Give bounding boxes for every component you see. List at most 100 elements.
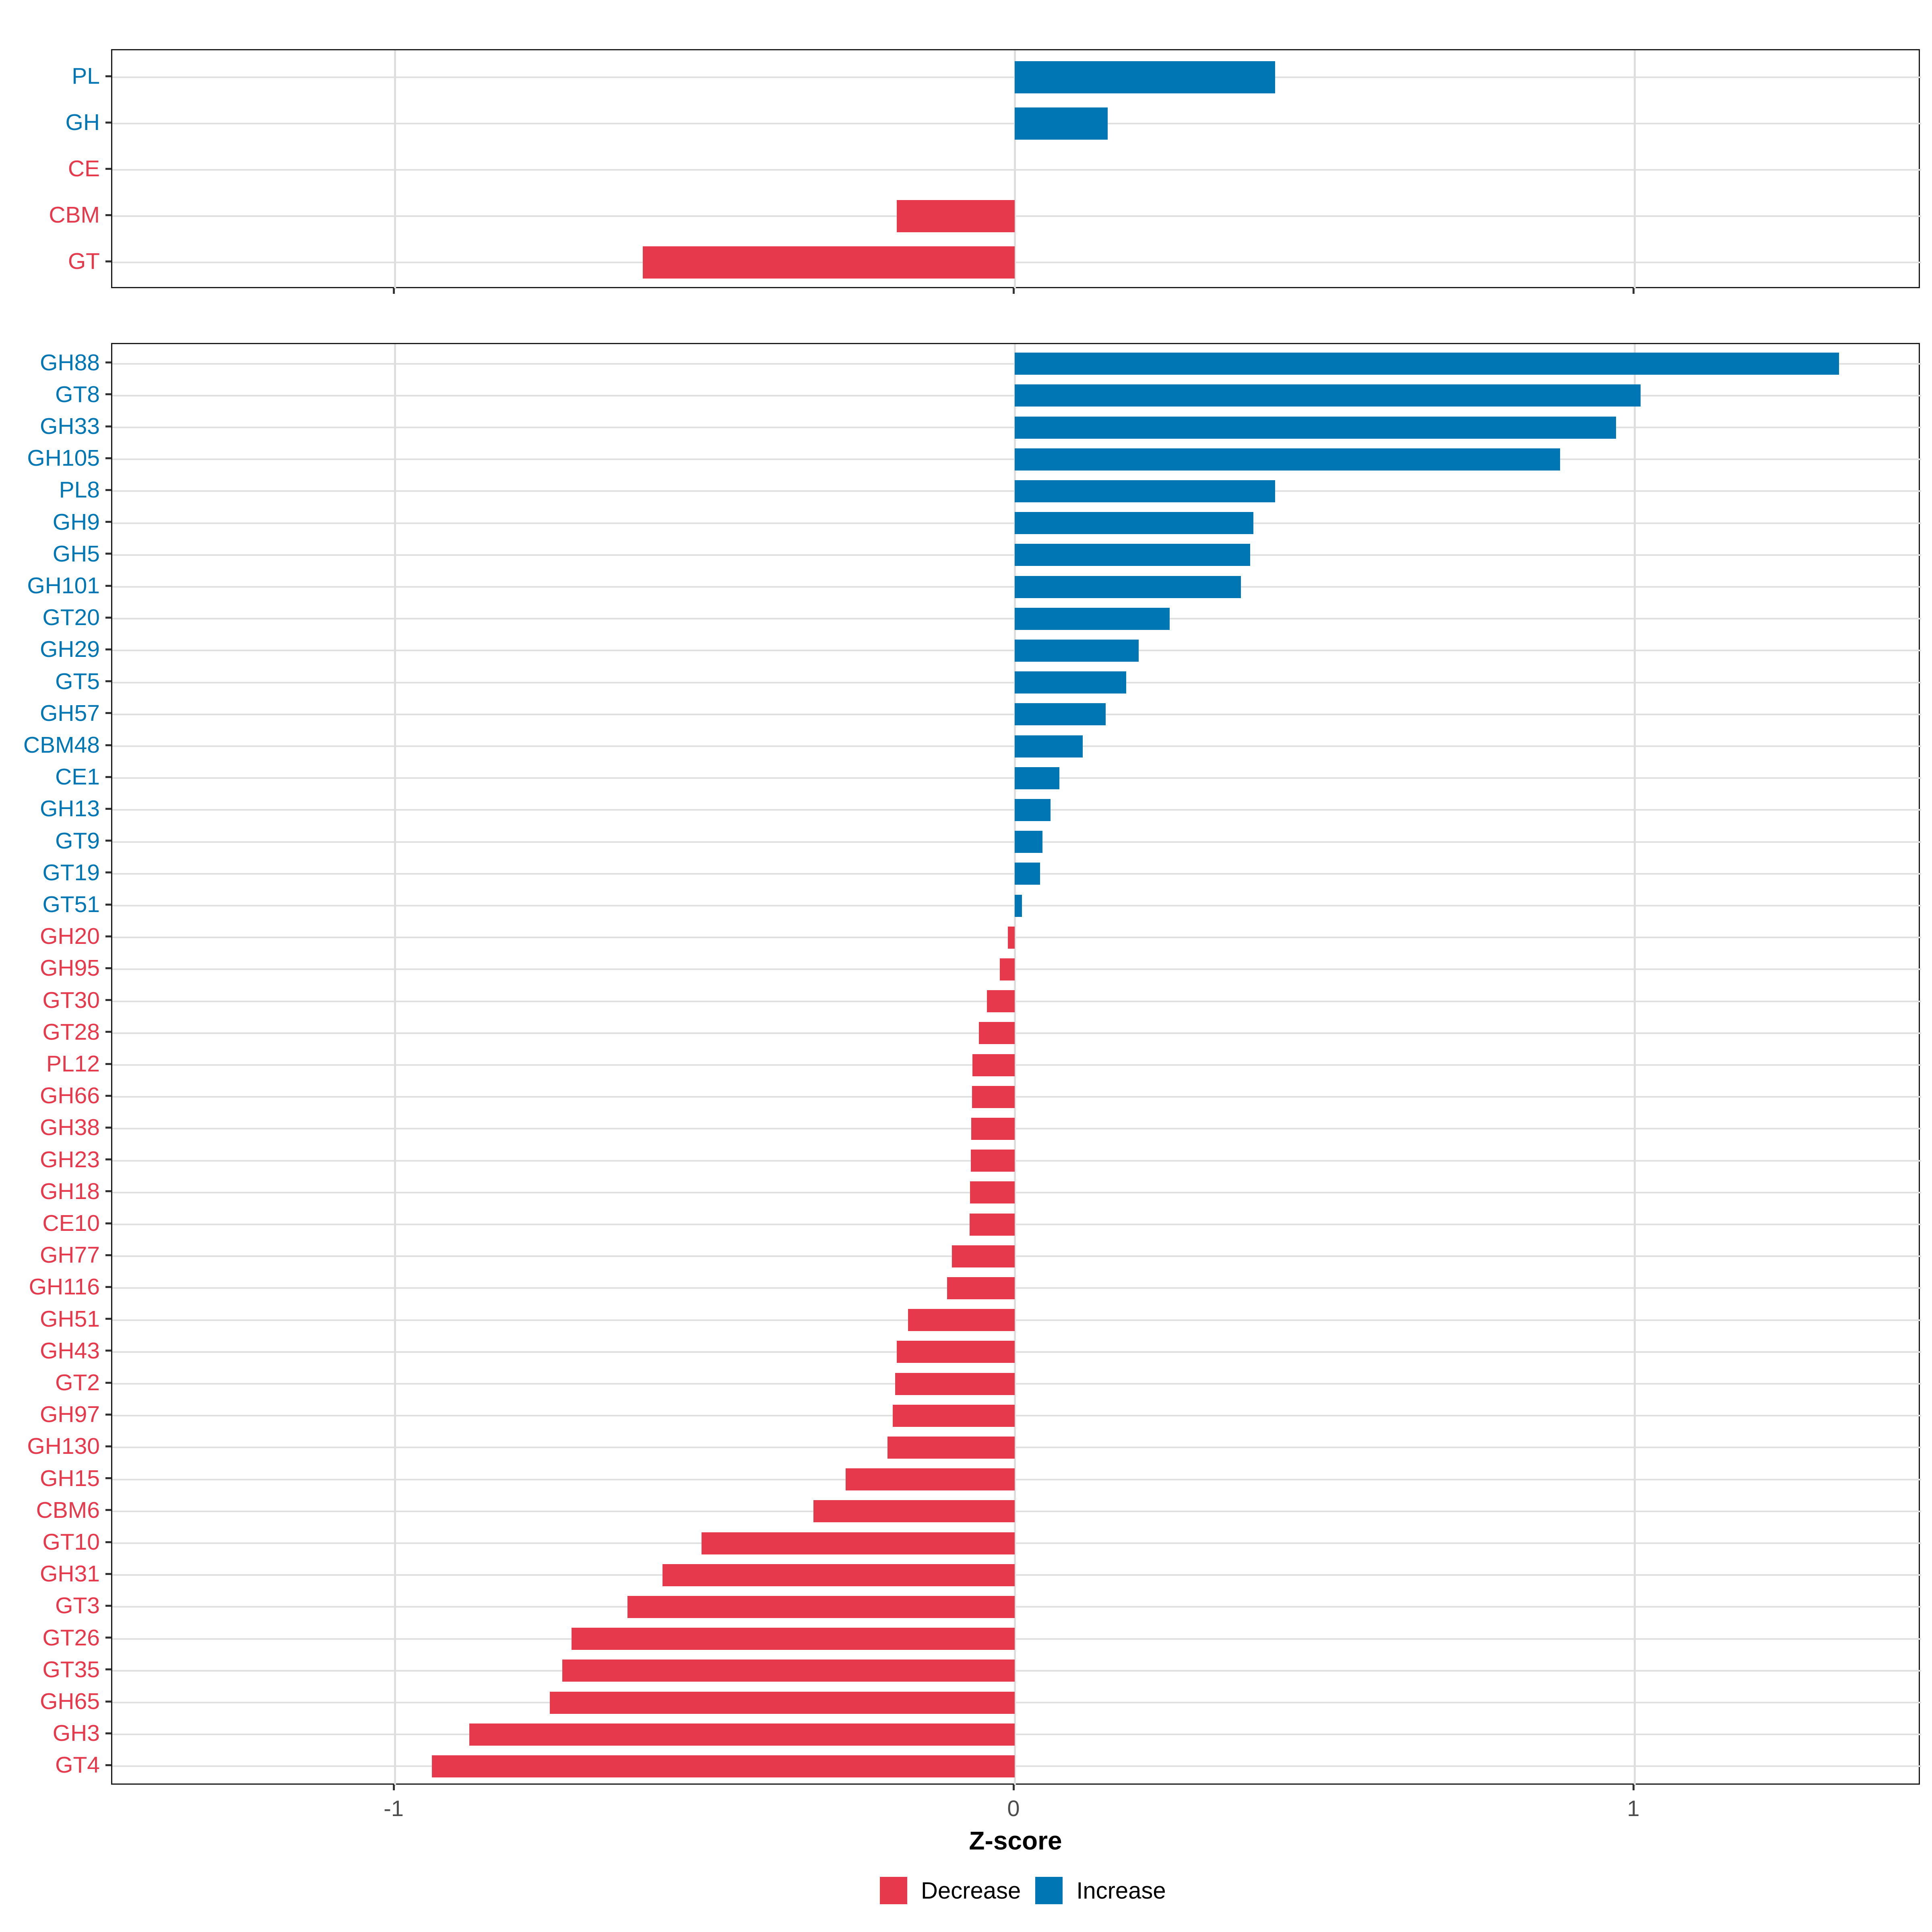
gridline-horizontal: [112, 1287, 1921, 1289]
y-axis-tick-GH20: [105, 935, 111, 937]
bar-GH20: [1008, 926, 1015, 949]
gridline-vertical: [394, 344, 396, 1786]
x-axis-tick-zero: [1013, 1785, 1015, 1790]
top-x-axis-tick-neg1: [393, 288, 395, 294]
y-axis-tick-GT3: [105, 1604, 111, 1607]
gridline-horizontal: [112, 1574, 1921, 1576]
bar-GT19: [1015, 863, 1040, 885]
bar-GH43: [897, 1341, 1015, 1363]
y-axis-tick-GT4: [105, 1764, 111, 1766]
bar-GT9: [1015, 831, 1043, 853]
bar-GT26: [571, 1628, 1015, 1650]
bar-CBM: [897, 200, 1015, 232]
y-axis-tick-GH29: [105, 648, 111, 650]
category-label-PL: PL: [72, 63, 100, 89]
bar-PL: [1015, 61, 1275, 93]
category-label-CE1: CE1: [55, 764, 100, 790]
bar-GH3: [469, 1723, 1015, 1746]
y-axis-tick-GT26: [105, 1637, 111, 1639]
gridline-horizontal: [112, 1478, 1921, 1480]
gridline-horizontal: [112, 1383, 1921, 1385]
bar-GT30: [987, 990, 1015, 1013]
x-axis-tick-neg1: [393, 1785, 395, 1790]
gridline-horizontal: [112, 1096, 1921, 1098]
y-axis-tick-GH95: [105, 967, 111, 969]
y-axis-tick-CBM6: [105, 1509, 111, 1511]
bar-GH77: [952, 1245, 1015, 1267]
category-label-GH31: GH31: [40, 1561, 100, 1587]
bar-CE10: [969, 1213, 1015, 1236]
bar-GH13: [1015, 799, 1051, 821]
category-label-GT19: GT19: [42, 859, 100, 886]
category-label-GH130: GH130: [27, 1433, 100, 1459]
bar-GT28: [978, 1022, 1015, 1044]
gridline-horizontal: [112, 1319, 1921, 1321]
category-label-GH101: GH101: [27, 573, 100, 599]
gridline-horizontal: [112, 1191, 1921, 1193]
gridline-horizontal: [112, 1765, 1921, 1767]
y-axis-tick-GH130: [105, 1445, 111, 1447]
y-axis-tick-CBM: [105, 214, 111, 216]
y-axis-tick-GH38: [105, 1126, 111, 1129]
y-axis-tick-CE: [105, 167, 111, 170]
y-axis-tick-GT19: [105, 871, 111, 874]
gridline-horizontal: [112, 937, 1921, 939]
y-axis-tick-GH116: [105, 1286, 111, 1288]
gridline-horizontal: [112, 1128, 1921, 1130]
top-panel: [111, 49, 1921, 289]
gridline-horizontal: [112, 1510, 1921, 1512]
gridline-vertical: [1013, 50, 1016, 289]
gridline-vertical: [1013, 344, 1016, 1786]
category-label-GH88: GH88: [40, 349, 100, 376]
category-label-GT3: GT3: [55, 1593, 100, 1619]
gridline-horizontal: [112, 1255, 1921, 1257]
bar-GT10: [702, 1532, 1015, 1554]
bar-GH33: [1015, 416, 1616, 439]
bar-GH: [1015, 107, 1108, 140]
x-axis-title: Z-score: [969, 1826, 1062, 1855]
bar-GH66: [972, 1086, 1015, 1108]
category-label-GH13: GH13: [40, 796, 100, 822]
bar-GT20: [1015, 607, 1170, 630]
y-axis-tick-GT51: [105, 903, 111, 906]
y-axis-tick-GH5: [105, 553, 111, 555]
bar-GT4: [432, 1755, 1015, 1777]
category-label-PL12: PL12: [46, 1051, 100, 1077]
category-label-GH20: GH20: [40, 923, 100, 949]
category-label-GH29: GH29: [40, 636, 100, 663]
gridline-horizontal: [112, 1702, 1921, 1703]
gridline-horizontal: [112, 1670, 1921, 1672]
bar-CBM6: [813, 1500, 1015, 1523]
bar-GH51: [908, 1309, 1015, 1331]
gridline-horizontal: [112, 262, 1921, 263]
gridline-horizontal: [112, 1224, 1921, 1225]
y-axis-tick-GT2: [105, 1381, 111, 1384]
gridline-horizontal: [112, 1351, 1921, 1353]
gridline-vertical: [1633, 344, 1636, 1786]
bar-CE1: [1015, 767, 1059, 789]
category-label-GT28: GT28: [42, 1019, 100, 1045]
gridline-horizontal: [112, 1415, 1921, 1417]
bar-GH23: [970, 1150, 1015, 1172]
category-label-GH77: GH77: [40, 1242, 100, 1268]
y-axis-tick-GH31: [105, 1573, 111, 1575]
category-label-GH3: GH3: [52, 1720, 100, 1746]
category-label-GT51: GT51: [42, 892, 100, 917]
category-label-GT30: GT30: [42, 987, 100, 1013]
category-label-GT35: GT35: [42, 1656, 100, 1682]
gridline-vertical: [394, 50, 396, 289]
category-label-GT9: GT9: [55, 828, 100, 854]
gridline-horizontal: [112, 1000, 1921, 1002]
y-axis-tick-CE1: [105, 776, 111, 778]
gridline-horizontal: [112, 1064, 1921, 1066]
y-axis-tick-GH3: [105, 1732, 111, 1734]
bar-GT: [643, 246, 1015, 279]
x-tick-label-pos1: 1: [1627, 1796, 1640, 1821]
bar-GH97: [892, 1404, 1015, 1427]
category-label-GH33: GH33: [40, 413, 100, 439]
y-axis-tick-GT8: [105, 393, 111, 396]
bar-GH18: [970, 1181, 1015, 1204]
bar-GH15: [845, 1468, 1015, 1491]
legend-label-increase: Increase: [1076, 1877, 1166, 1904]
